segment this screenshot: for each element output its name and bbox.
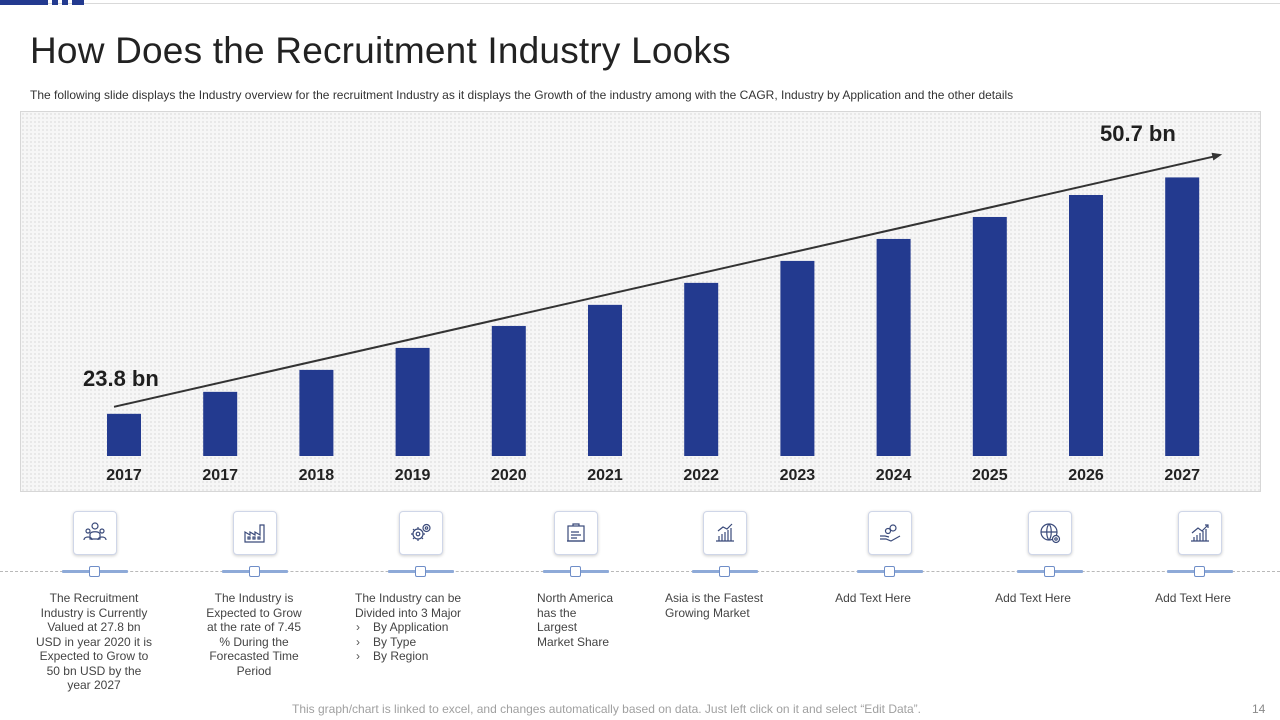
timeline-marker [1044,566,1055,577]
bar-chart-canvas: 2017 2017 2018 2019 2020 2021 2022 2023 2024 2025… [83,121,1223,484]
feature-7 [1028,511,1188,701]
timeline-marker [570,566,581,577]
feature-text-line: Industry is Currently [40,605,148,620]
feature-text-line: North America [537,591,614,605]
x-tick-label: 2027 [1164,467,1200,484]
bar[interactable] [876,238,911,456]
feature-text-line: Expected to Grow [206,605,302,620]
page-number: 14 [1252,702,1266,716]
feature-text-line: The Industry can be [355,591,462,605]
bar-chart[interactable]: 2017 2017 2018 2019 2020 2021 2022 2023 2024 2025… [20,111,1261,492]
hand-coins-icon[interactable] [868,511,912,555]
x-tick-label: 2021 [587,467,623,484]
start-value-label: 23.8 bn [83,366,159,391]
feature-5 [703,511,863,701]
bar[interactable] [588,304,622,456]
feature-1 [73,511,233,701]
globe-gear-icon[interactable] [1028,511,1072,555]
feature-text-line: at the rate of 7.45 [206,620,302,634]
timeline-marker [89,566,100,577]
x-tick-label: 2019 [395,467,431,484]
feature-text-line: Asia is the Fastest [665,591,764,605]
feature-text-line: Largest [537,620,578,634]
bar[interactable] [972,216,1007,456]
factory-icon[interactable] [233,511,277,555]
bar[interactable] [491,325,526,456]
end-value-label: 50.7 bn [1100,121,1176,146]
feature-7-text: Add Text Here [973,591,1093,606]
bullet-item: By Type [355,635,485,650]
bar[interactable] [395,347,430,456]
page-title: How Does the Recruitment Industry Looks [30,30,731,71]
feature-4-text: North America has the Largest Market Sha… [537,591,637,649]
x-tick-label: 2018 [299,467,335,484]
x-tick-label: 2024 [876,467,912,484]
feature-text-line: Add Text Here [1155,591,1231,605]
bar[interactable] [1069,195,1103,456]
top-accent-bar [0,0,1280,6]
feature-6-text: Add Text Here [813,591,933,606]
feature-text-line: 50 bn USD by the [46,663,142,678]
feature-4 [554,511,714,701]
feature-text-line: Market Share [537,634,610,649]
bar[interactable] [299,369,334,456]
feature-8-text: Add Text Here [1133,591,1253,606]
x-tick-label: 2023 [780,467,816,484]
x-tick-label: 2025 [972,467,1008,484]
feature-text-line: % During the [219,634,289,649]
bar[interactable] [107,413,141,456]
x-tick-label: 2017 [202,467,238,484]
growth-chart-icon[interactable] [1178,511,1222,555]
feature-bullet-list: By Application By Type By Region [355,620,485,664]
trend-arrow-head [1211,152,1223,161]
bar[interactable] [780,260,815,456]
bar[interactable] [1165,177,1200,456]
clipboard-icon[interactable] [554,511,598,555]
feature-2 [233,511,393,701]
x-tick-label: 2022 [683,467,719,484]
feature-text-line: has the [537,605,577,620]
bar-chart-icon[interactable] [703,511,747,555]
gears-icon[interactable] [399,511,443,555]
bar[interactable] [684,282,719,456]
feature-text-line: Expected to Grow to [39,649,149,663]
feature-text-line: Add Text Here [995,591,1071,605]
x-tick-label: 2017 [106,467,142,484]
feature-3 [399,511,559,701]
feature-text-line: USD in year 2020 it is [35,634,153,649]
bar[interactable] [203,391,238,456]
timeline-line [0,571,1280,572]
feature-1-text: The Recruitment Industry is Currently Va… [24,591,164,693]
feature-text-line: Divided into 3 Major [355,605,462,620]
timeline-marker [249,566,260,577]
feature-text-line: Valued at 27.8 bn [47,620,141,634]
x-tick-label: 2020 [491,467,527,484]
feature-text-line: year 2027 [67,678,121,692]
feature-text-line: Forecasted Time [209,649,299,663]
feature-3-text: The Industry can be Divided into 3 Major… [355,591,485,664]
trend-arrow-line [113,155,1215,408]
x-tick-label: 2026 [1068,467,1104,484]
footer-note: This graph/chart is linked to excel, and… [292,702,921,716]
timeline-marker [415,566,426,577]
page-subtitle: The following slide displays the Industr… [30,88,1014,102]
recruitment-people-icon[interactable] [73,511,117,555]
feature-text-line: Growing Market [665,605,750,620]
feature-text-line: The Industry is [214,591,294,605]
bullet-item: By Region [355,649,485,664]
bullet-item: By Application [355,620,485,635]
timeline-marker [719,566,730,577]
feature-8 [1178,511,1280,701]
feature-text-line: Period [236,663,272,678]
timeline-marker [884,566,895,577]
feature-5-text: Asia is the Fastest Growing Market [665,591,795,620]
timeline-marker [1194,566,1205,577]
feature-text-line: Add Text Here [835,591,911,605]
feature-2-text: The Industry is Expected to Grow at the … [184,591,324,678]
feature-6 [868,511,1028,701]
feature-text-line: The Recruitment [49,591,139,605]
